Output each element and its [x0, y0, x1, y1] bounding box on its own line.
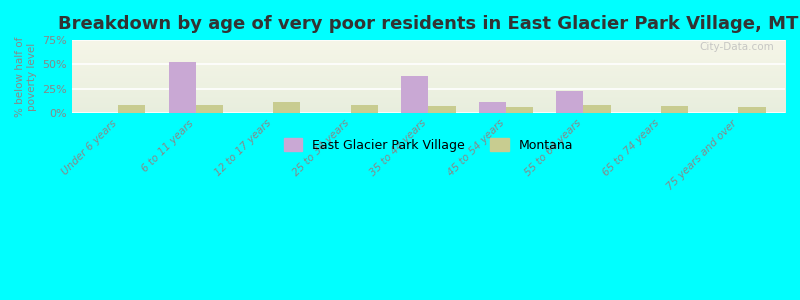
Bar — [351, 105, 378, 113]
Bar — [118, 105, 146, 113]
Text: City-Data.com: City-Data.com — [699, 42, 774, 52]
Bar — [583, 105, 610, 113]
Bar — [556, 91, 583, 113]
Bar — [169, 61, 196, 113]
Y-axis label: % below half of
poverty level: % below half of poverty level — [15, 37, 37, 117]
Bar — [738, 107, 766, 113]
Bar — [428, 106, 455, 113]
Bar — [661, 106, 688, 113]
Bar — [506, 107, 533, 113]
Legend: East Glacier Park Village, Montana: East Glacier Park Village, Montana — [278, 133, 578, 157]
Bar — [402, 76, 428, 113]
Bar — [196, 105, 223, 113]
Bar — [478, 103, 506, 113]
Title: Breakdown by age of very poor residents in East Glacier Park Village, MT: Breakdown by age of very poor residents … — [58, 15, 798, 33]
Bar — [274, 103, 301, 113]
